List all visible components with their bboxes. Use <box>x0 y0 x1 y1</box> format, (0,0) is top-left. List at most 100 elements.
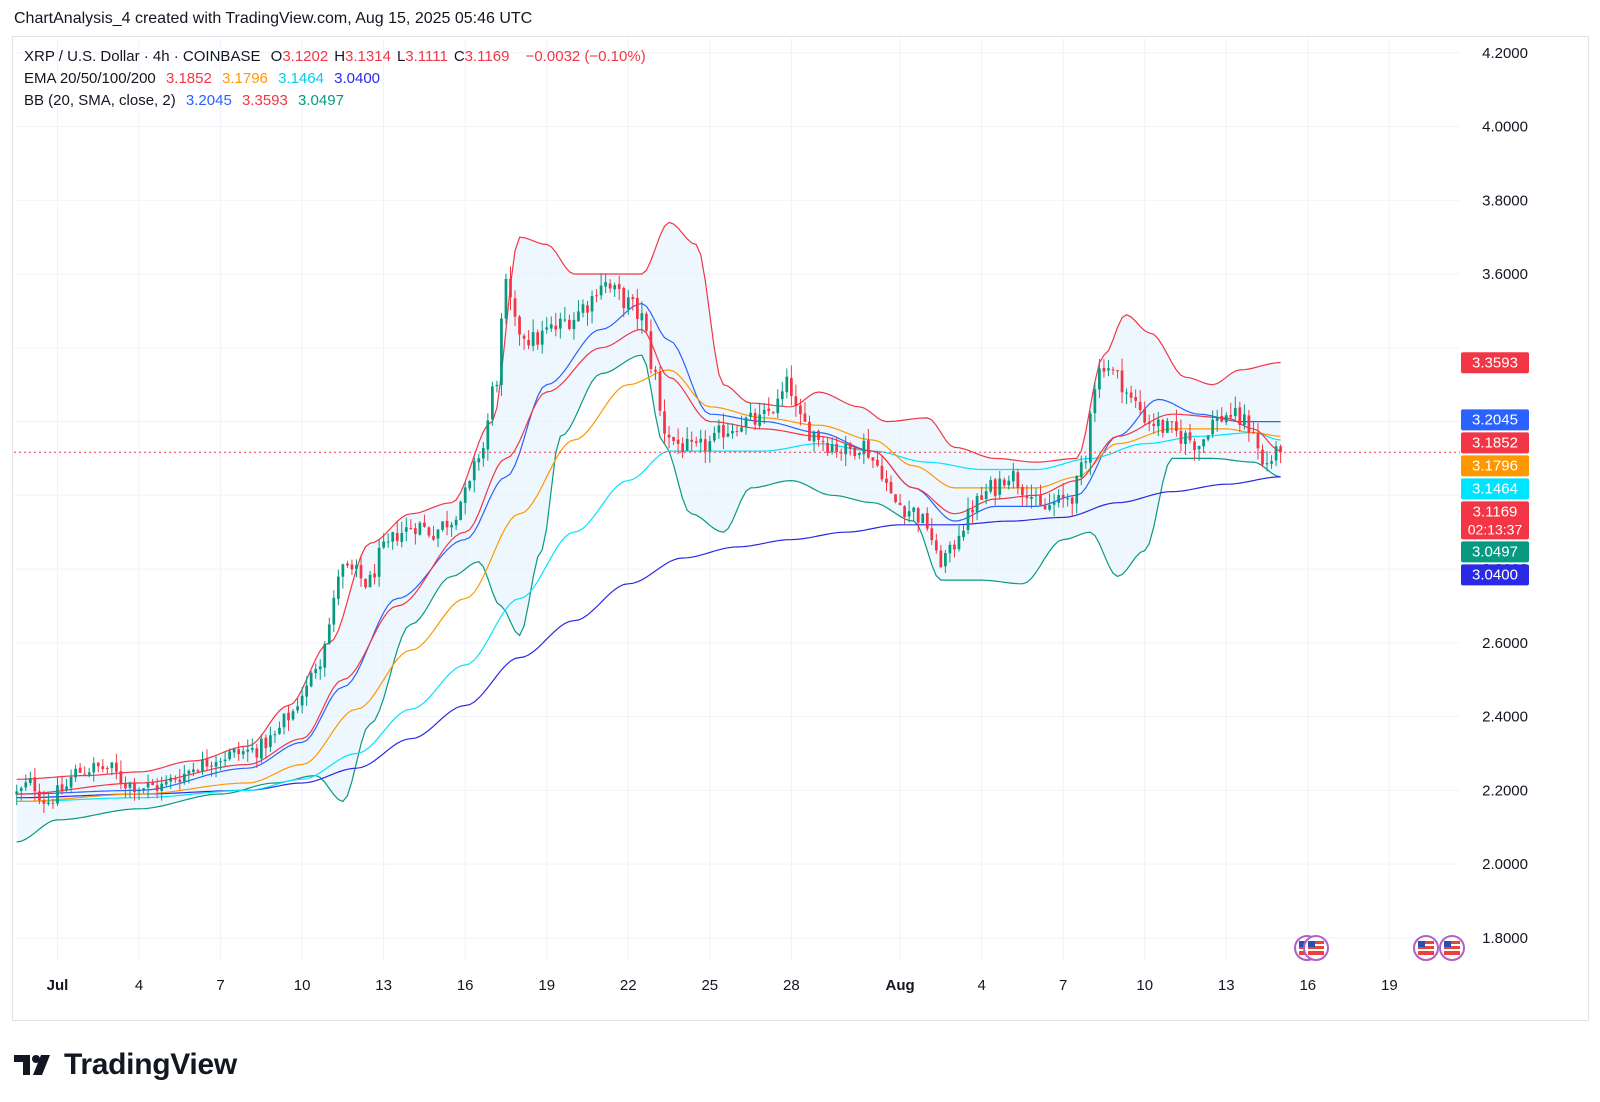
candle <box>1025 485 1029 507</box>
candle-body <box>309 672 313 687</box>
candle-body <box>273 734 277 736</box>
candle <box>545 317 549 334</box>
candle <box>92 757 96 782</box>
candle <box>558 312 562 339</box>
candle <box>1265 451 1269 472</box>
candle-body <box>223 759 227 762</box>
candle <box>47 793 50 806</box>
candle-body <box>1170 421 1174 423</box>
candle-body <box>971 509 974 513</box>
candle <box>291 709 295 721</box>
candle-body <box>622 288 626 309</box>
candle <box>839 448 843 461</box>
candle-body <box>327 624 331 644</box>
candle-body <box>663 411 666 434</box>
candle-body <box>993 479 997 496</box>
candle <box>1238 401 1242 432</box>
candle <box>1184 430 1187 455</box>
candle <box>1279 444 1282 464</box>
candle-body <box>1030 496 1033 499</box>
candle-body <box>1129 392 1133 398</box>
candle <box>1243 404 1246 430</box>
candle <box>151 779 154 786</box>
candle-body <box>1116 370 1119 372</box>
price-chart[interactable]: 4.20004.00003.80003.60002.80002.60002.40… <box>0 0 1600 1030</box>
candle-body <box>635 297 639 320</box>
candle-body <box>522 335 526 339</box>
candle-body <box>182 773 186 782</box>
candle <box>1215 409 1219 432</box>
candle-body <box>885 478 888 483</box>
candle <box>69 769 73 792</box>
candle <box>635 289 639 331</box>
candle-body <box>146 783 150 788</box>
candle <box>196 768 200 773</box>
candle <box>1061 482 1065 508</box>
candle-body <box>1179 430 1183 444</box>
candle <box>1048 493 1051 512</box>
candle-body <box>500 318 503 385</box>
candle-body <box>735 430 739 432</box>
candle <box>459 500 463 521</box>
chart-frame[interactable] <box>12 36 1589 1021</box>
legend-bb-upper-value: 3.3593 <box>241 92 288 109</box>
candle <box>350 559 354 576</box>
candle-body <box>377 547 381 577</box>
candle <box>1252 420 1255 434</box>
candle-body <box>1016 472 1020 488</box>
candle <box>753 408 757 431</box>
candle <box>699 429 703 452</box>
candle-body <box>1052 502 1056 505</box>
candle <box>876 450 879 468</box>
candle <box>51 798 55 809</box>
candle <box>894 494 897 504</box>
x-tick-label: 7 <box>216 977 224 994</box>
candle <box>536 329 540 350</box>
candle-body <box>205 759 209 767</box>
candle <box>645 311 648 333</box>
candle <box>867 429 870 460</box>
candle-body <box>155 785 159 791</box>
y-tick-label: 2.4000 <box>1482 709 1528 726</box>
candle <box>504 273 508 325</box>
candle-body <box>282 713 286 728</box>
candle <box>19 786 23 801</box>
price-tag: 3.1796 <box>1461 455 1529 477</box>
candle <box>169 774 173 789</box>
candle-body <box>15 791 19 795</box>
legend-ohlc-label-o: O <box>270 48 283 65</box>
candle-body <box>119 771 123 784</box>
candle <box>28 771 32 786</box>
candle <box>187 769 191 784</box>
candle <box>1233 396 1237 422</box>
candle <box>318 659 322 680</box>
x-tick-label: 19 <box>538 977 555 994</box>
candle <box>595 289 598 303</box>
tradingview-logo[interactable]: TradingView <box>14 1048 237 1082</box>
candle-body <box>196 770 200 772</box>
candle-body <box>404 527 408 532</box>
candle-body <box>844 443 848 455</box>
candle-body <box>676 439 680 444</box>
bb-basis-line <box>16 302 1281 795</box>
candle <box>676 428 680 455</box>
candle-body <box>658 371 662 411</box>
candle-body <box>24 782 28 788</box>
candle-body <box>1261 449 1264 465</box>
event-flag <box>1439 935 1465 961</box>
candle-body <box>495 384 499 387</box>
candle-body <box>169 777 173 782</box>
candle <box>1247 409 1251 442</box>
candle-body <box>92 763 96 773</box>
candle <box>133 778 136 801</box>
candle-body <box>65 786 68 791</box>
legend-bb-label: BB (20, SMA, close, 2) <box>24 92 176 109</box>
candle <box>314 663 318 679</box>
candle-body <box>1084 461 1088 463</box>
candle-body <box>527 340 530 346</box>
us-flag-stripe <box>1308 949 1324 951</box>
candle-body <box>454 519 458 526</box>
candle-body <box>1102 367 1106 372</box>
candle <box>1274 441 1278 466</box>
candle <box>1007 475 1011 490</box>
